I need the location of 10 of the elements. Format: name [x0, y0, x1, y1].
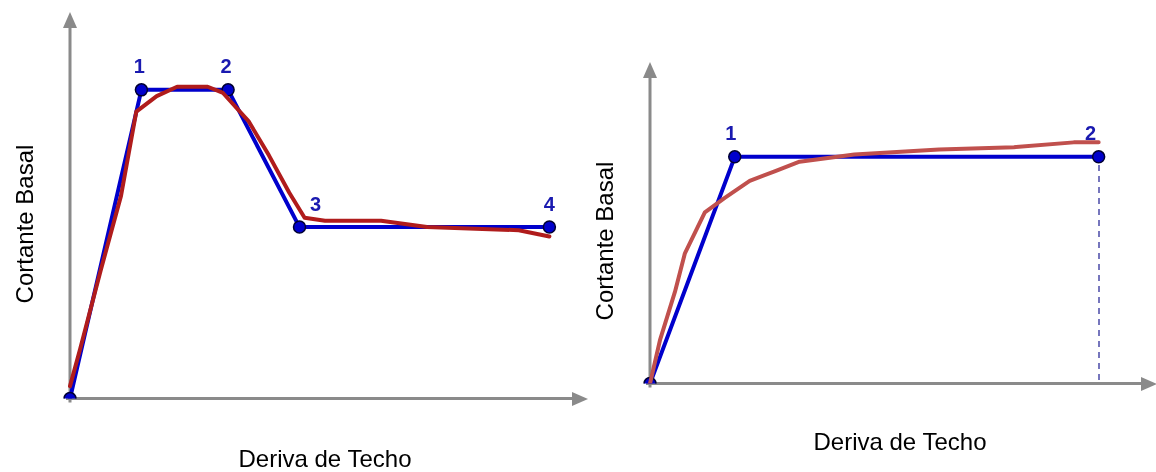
annotation: 4 — [543, 192, 556, 215]
annotation: 3 — [309, 192, 322, 215]
x-axis-title: Deriva de Techo — [813, 428, 987, 456]
x-axis-title: Deriva de Techo — [238, 445, 412, 472]
text: 2 — [220, 55, 232, 78]
annotation: 2 — [1085, 122, 1097, 145]
annotation: 1 — [725, 122, 737, 145]
y-axis-title: Cortante Basal — [591, 161, 619, 321]
text: 1 — [133, 55, 145, 78]
y-axis-title: Cortante Basal — [11, 144, 39, 303]
